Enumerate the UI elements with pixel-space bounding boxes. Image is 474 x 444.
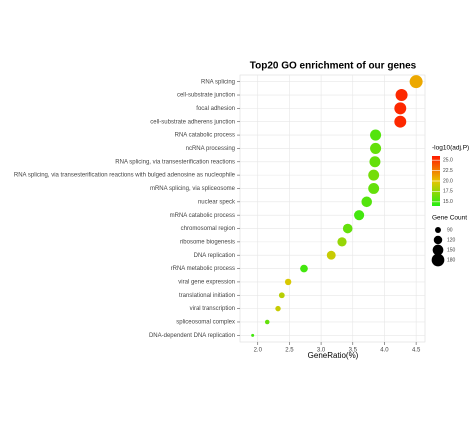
size-key <box>431 253 445 267</box>
size-key-label: 150 <box>447 247 456 253</box>
dot <box>368 183 380 194</box>
dot <box>395 89 408 102</box>
dot <box>394 102 407 115</box>
size-legend-title: Gene Count <box>432 215 467 222</box>
y-tick-label: focal adhesion <box>196 106 235 112</box>
dot <box>409 75 423 89</box>
panel <box>239 74 426 343</box>
dot <box>394 115 407 128</box>
x-tick-label: 3.0 <box>317 348 326 354</box>
color-legend-title: -log10(adj.P) <box>432 145 469 152</box>
dot <box>342 223 353 234</box>
y-tick-label: RNA splicing <box>201 79 235 85</box>
dot <box>264 319 270 325</box>
x-axis-label: GeneRatio(%) <box>308 351 359 360</box>
y-tick-label: cell-substrate junction <box>177 93 235 99</box>
size-key <box>433 235 443 245</box>
size-key-label: 180 <box>447 257 456 263</box>
x-tick-label: 2.0 <box>254 348 263 354</box>
dot <box>337 237 347 247</box>
x-tick-label: 3.5 <box>349 348 358 354</box>
dot <box>300 264 308 273</box>
x-tick-label: 4.5 <box>412 348 421 354</box>
y-tick-label: DNA replication <box>194 253 235 259</box>
y-tick-label: RNA catabolic process <box>175 133 235 139</box>
y-tick-label: spliceosomal complex <box>176 320 235 326</box>
color-tick-label: 25.0 <box>443 157 453 163</box>
y-tick-label: ncRNA processing <box>186 146 235 152</box>
dot <box>326 250 336 260</box>
x-tick-label: 4.0 <box>380 348 389 354</box>
dot <box>354 210 365 221</box>
y-tick-label: chromosomal region <box>181 226 235 232</box>
dot <box>251 333 255 337</box>
dot <box>370 129 382 141</box>
y-tick-label: rRNA metabolic process <box>171 266 235 272</box>
y-tick-label: RNA splicing, via transesterification re… <box>14 173 236 179</box>
size-key <box>432 244 444 256</box>
dot <box>369 156 381 168</box>
dot <box>275 305 281 312</box>
color-tick-label: 17.5 <box>443 189 453 195</box>
y-tick-label: viral transcription <box>190 306 235 312</box>
y-tick-label: viral gene expression <box>178 280 235 286</box>
y-tick-label: RNA splicing, via transesterification re… <box>115 159 235 165</box>
y-tick-label: nuclear speck <box>198 199 236 205</box>
y-tick-label: ribosome biogenesis <box>180 239 235 245</box>
y-tick-label: mRNA catabolic process <box>170 213 235 219</box>
color-tick-label: 20.0 <box>443 178 453 184</box>
size-key <box>435 227 441 233</box>
color-tick-label: 22.5 <box>443 168 453 174</box>
y-tick-label: mRNA splicing, via spliceosome <box>150 186 236 192</box>
dot <box>284 278 292 286</box>
y-tick-label: translational initiation <box>179 293 235 299</box>
color-tick-label: 15.0 <box>443 199 453 205</box>
x-tick-label: 2.5 <box>285 348 294 354</box>
size-key-label: 120 <box>447 237 456 243</box>
y-tick-label: DNA-dependent DNA replication <box>149 333 235 339</box>
dot <box>361 196 372 208</box>
y-tick-label: cell-substrate adherens junction <box>150 119 235 125</box>
size-key-label: 90 <box>447 227 453 233</box>
dot <box>370 142 382 154</box>
dot <box>368 169 380 181</box>
dot <box>278 292 285 299</box>
chart-title: Top20 GO enrichment of our genes <box>250 61 417 72</box>
